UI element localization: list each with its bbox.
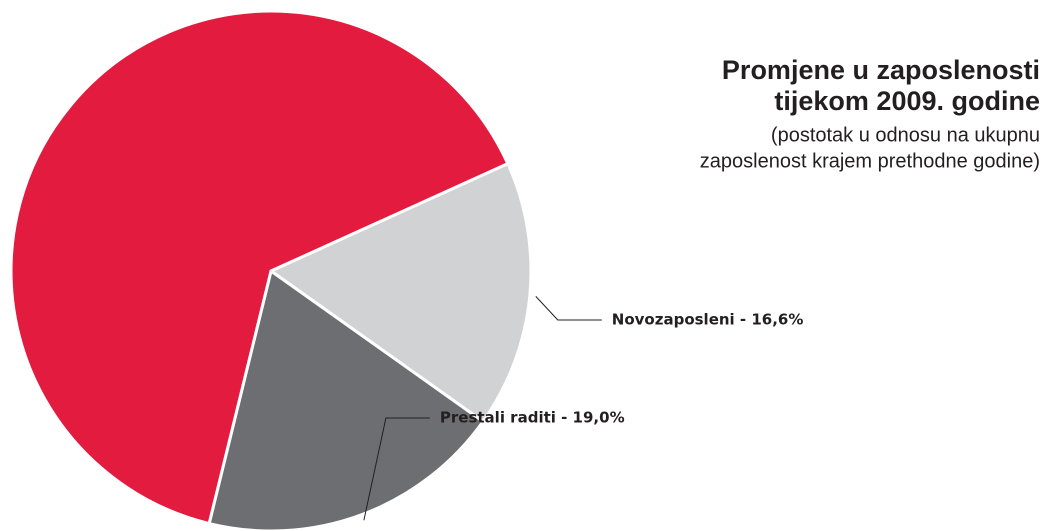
chart-subtitle: zaposlenost krajem prethodne godine)	[700, 150, 1040, 172]
chart-subtitle: (postotak u odnosu na ukupnu	[771, 124, 1040, 146]
chart-title: tijekom 2009. godine	[774, 86, 1040, 116]
chart-title: Promjene u zaposlenosti	[722, 55, 1040, 85]
data-label: Novozaposleni - 16,6%	[612, 311, 804, 329]
leader-line	[363, 417, 430, 521]
pie-slice	[268, 161, 533, 424]
pie-slice	[9, 9, 510, 526]
leader-line	[535, 296, 602, 321]
data-label: Prestali raditi - 19,0%	[440, 409, 625, 427]
pie-slice	[207, 268, 486, 531]
